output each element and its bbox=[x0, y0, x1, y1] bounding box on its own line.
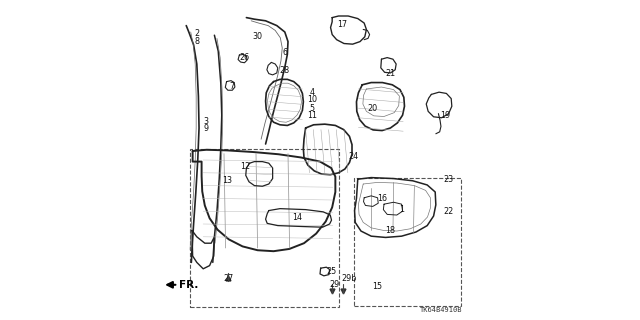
Text: FR.: FR. bbox=[179, 280, 198, 290]
Text: TK64B4910B: TK64B4910B bbox=[420, 308, 463, 313]
Text: 9: 9 bbox=[204, 124, 209, 132]
Text: 24: 24 bbox=[349, 152, 358, 161]
Text: 4: 4 bbox=[310, 88, 314, 97]
Text: 5: 5 bbox=[309, 104, 315, 113]
Text: 17: 17 bbox=[337, 20, 348, 28]
Text: 2: 2 bbox=[194, 29, 200, 38]
Text: 26: 26 bbox=[240, 53, 250, 62]
Text: 30: 30 bbox=[253, 32, 262, 41]
Text: 8: 8 bbox=[195, 37, 199, 46]
Text: 14: 14 bbox=[292, 213, 303, 222]
Text: 29b: 29b bbox=[341, 274, 356, 283]
Text: 10: 10 bbox=[307, 95, 317, 104]
Text: 7: 7 bbox=[229, 82, 235, 91]
Text: 22: 22 bbox=[443, 207, 453, 216]
Text: 11: 11 bbox=[307, 111, 317, 120]
Text: 16: 16 bbox=[378, 194, 387, 203]
Bar bbox=[191, 149, 339, 307]
Text: 25: 25 bbox=[326, 268, 337, 276]
Bar bbox=[354, 178, 461, 306]
Text: 18: 18 bbox=[385, 226, 396, 235]
Text: 1: 1 bbox=[399, 205, 404, 214]
Text: 19: 19 bbox=[440, 111, 450, 120]
Text: 21: 21 bbox=[385, 69, 396, 78]
Text: 20: 20 bbox=[368, 104, 378, 113]
Text: 28: 28 bbox=[280, 66, 290, 75]
Text: 15: 15 bbox=[372, 282, 383, 291]
Text: 29: 29 bbox=[329, 280, 340, 289]
Text: 13: 13 bbox=[222, 176, 232, 185]
Text: 3: 3 bbox=[204, 117, 209, 126]
Text: 23: 23 bbox=[443, 175, 453, 184]
Text: 12: 12 bbox=[240, 162, 250, 171]
Text: 6: 6 bbox=[282, 48, 287, 57]
Text: 27: 27 bbox=[223, 274, 234, 283]
